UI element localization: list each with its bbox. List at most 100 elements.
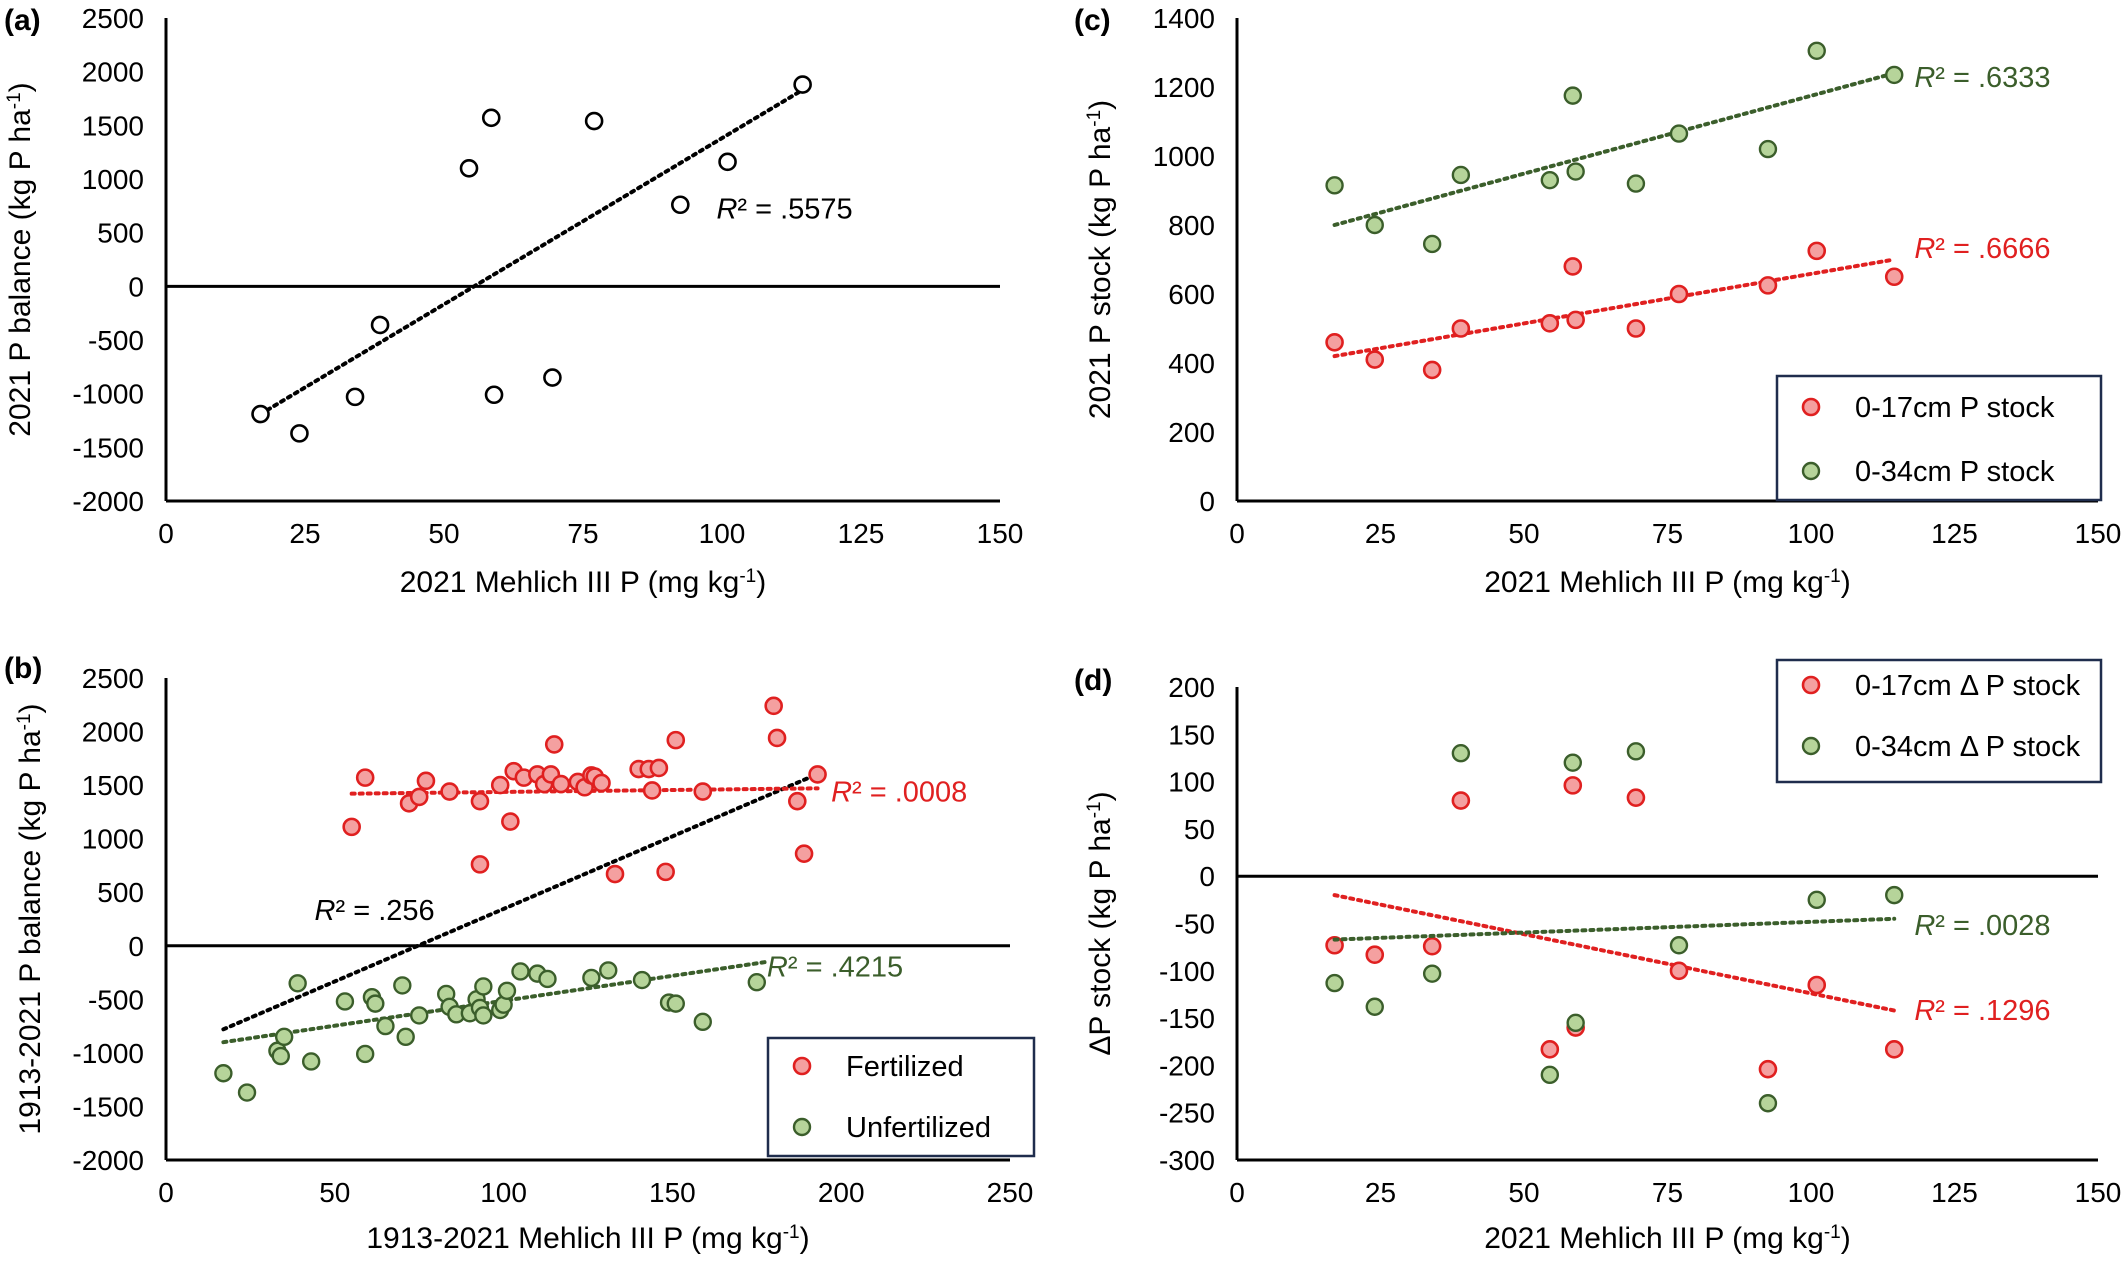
x-axis-label: 2021 Mehlich III P (mg kg-1) (1484, 1222, 1851, 1256)
data-point (1563, 753, 1582, 772)
series-0-34cm-p-stock: R² = .6333 (1325, 41, 2051, 254)
panel-label: (b) (4, 652, 42, 685)
data-point (470, 855, 490, 874)
legend-marker (1801, 461, 1821, 481)
data-point (1365, 215, 1384, 235)
data-point (1626, 742, 1646, 761)
data-point (605, 864, 625, 884)
y-tick-label: -2000 (72, 486, 144, 517)
data-point (1807, 890, 1826, 910)
y-tick-label: 1000 (1153, 141, 1215, 172)
y-tick-label: 100 (1168, 767, 1215, 798)
data-point (410, 1006, 429, 1025)
x-tick-label: 150 (977, 518, 1024, 549)
x-tick-label: 75 (1652, 518, 1683, 549)
y-tick-label: 1000 (82, 164, 144, 195)
data-point (393, 976, 412, 995)
data-point (1758, 139, 1778, 159)
data-point (490, 775, 510, 795)
y-tick-label: 0 (128, 931, 144, 962)
data-point (1566, 1013, 1585, 1033)
y-tick-label: 400 (1168, 348, 1215, 379)
y-tick-label: -250 (1159, 1098, 1215, 1129)
legend-box (1775, 658, 2103, 784)
legend-box (766, 1036, 1036, 1158)
data-point (271, 1046, 290, 1066)
data-point (1885, 65, 1904, 85)
data-point (1563, 86, 1582, 105)
data-point (1540, 170, 1560, 190)
panel-label: (a) (4, 4, 41, 37)
data-point (1669, 124, 1689, 143)
data-point (1758, 1059, 1778, 1079)
x-tick-label: 50 (1508, 1177, 1539, 1208)
y-tick-label: -50 (1175, 909, 1215, 940)
data-point (1365, 350, 1385, 369)
data-point (1563, 257, 1583, 276)
x-tick-label: 50 (319, 1177, 350, 1208)
data-point (237, 1083, 257, 1102)
data-point (1566, 310, 1585, 330)
x-tick-label: 75 (1652, 1177, 1683, 1208)
trendline (1332, 71, 1897, 227)
r2-label: R² = .4215 (767, 951, 903, 983)
legend-label: 0-17cm Δ P stock (1855, 670, 2081, 702)
data-point (481, 108, 501, 128)
data-point (474, 1006, 493, 1025)
y-tick-label: -200 (1159, 1050, 1215, 1081)
x-tick-label: 150 (2075, 518, 2122, 549)
y-tick-label: 0 (1199, 486, 1215, 517)
legend-label: 0-34cm Δ P stock (1855, 731, 2081, 763)
panel-label: (d) (1074, 664, 1112, 697)
data-point (794, 844, 814, 863)
legend-label: Unfertilized (846, 1112, 991, 1144)
data-point (1885, 885, 1904, 905)
y-axis-label: 2021 P balance (kg P ha-1) (4, 82, 38, 436)
y-axis-label: 1913-2021 P balance (kg P ha-1) (14, 703, 48, 1134)
legend: Fertilized Unfertilized (766, 1036, 1036, 1158)
data-point (642, 781, 662, 800)
y-tick-label: 1500 (82, 110, 144, 141)
overall-r2-label: R² = .256 (315, 895, 435, 927)
data-point (1884, 1040, 1904, 1059)
data-point (290, 424, 309, 443)
x-tick-label: 200 (818, 1177, 865, 1208)
legend-marker (1801, 675, 1821, 695)
y-tick-label: 1400 (1153, 3, 1215, 34)
panel-b: (b)-2000-1500-1000-500050010001500200025… (4, 652, 1036, 1255)
data-point (1669, 936, 1689, 955)
data-point (370, 315, 390, 335)
y-tick-label: 2000 (82, 57, 144, 88)
y-tick-label: 1500 (82, 770, 144, 801)
data-point (1325, 176, 1344, 195)
legend-marker (1801, 736, 1821, 756)
panel-label: (c) (1074, 4, 1111, 37)
trendline (1332, 257, 1897, 359)
r2-label: R² = .5575 (716, 194, 852, 226)
y-tick-label: 1000 (82, 824, 144, 855)
data-point (544, 735, 564, 754)
r2-label: R² = .6333 (1914, 62, 2050, 94)
data-point (599, 961, 618, 980)
data-point (366, 994, 385, 1013)
data-point (1451, 165, 1471, 185)
data-point (1365, 997, 1384, 1016)
data-point (543, 368, 562, 387)
x-tick-label: 100 (480, 1177, 527, 1208)
y-tick-label: 500 (97, 877, 144, 908)
r2-label: R² = .0008 (831, 777, 967, 809)
y-tick-label: 800 (1168, 210, 1215, 241)
x-tick-label: 125 (838, 518, 885, 549)
data-point (1566, 162, 1585, 181)
data-point (747, 972, 766, 992)
data-point (497, 981, 517, 1000)
y-tick-label: 2500 (82, 663, 144, 694)
data-point (656, 862, 675, 882)
x-axis-label: 2021 Mehlich III P (mg kg-1) (400, 566, 767, 600)
data-point (808, 765, 827, 784)
legend-marker (792, 1117, 812, 1137)
data-point (1365, 945, 1385, 965)
data-point (335, 992, 355, 1011)
x-tick-label: 150 (649, 1177, 696, 1208)
data-point (1451, 791, 1471, 810)
